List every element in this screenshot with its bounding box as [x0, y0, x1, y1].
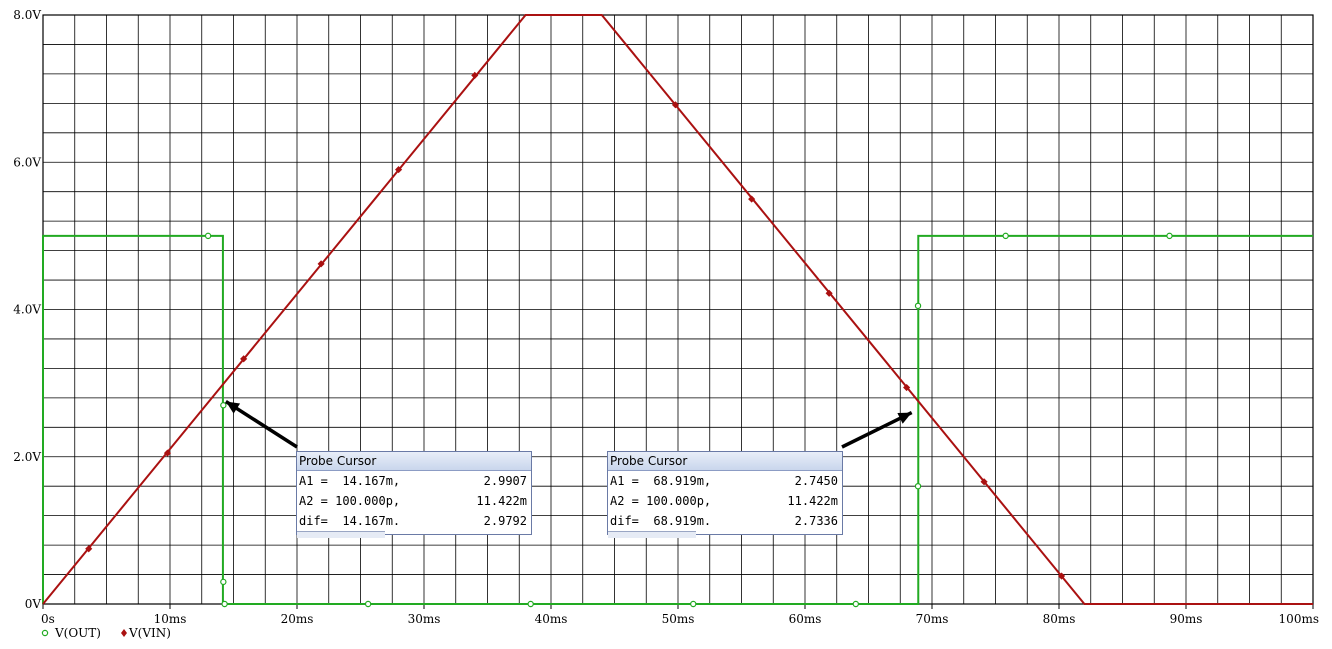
probe-cursor-box-1[interactable]: Probe Cursor A1 = 14.167m, 2.9907 A2 = 1…: [296, 451, 532, 538]
y-tick-label: 0V: [25, 597, 42, 611]
probe-row-label: dif= 68.919m.: [610, 514, 712, 528]
data-point: [1002, 232, 1009, 240]
data-point: [527, 600, 534, 608]
probe-row-label: A2 = 100.000p,: [610, 494, 712, 508]
probe-row-label: A1 = 68.919m,: [610, 474, 712, 488]
data-point: [471, 71, 479, 79]
data-point: [163, 449, 172, 457]
cursor-arrows: [224, 400, 913, 449]
probe-row-value: 2.7336: [794, 514, 838, 528]
data-point: [748, 195, 756, 203]
data-point: [85, 545, 93, 553]
x-tick-label: 20ms: [281, 612, 314, 626]
data-point: [914, 302, 922, 310]
x-tick-label: 10ms: [154, 612, 187, 626]
legend-marker-vin: [121, 629, 127, 637]
data-point: [221, 600, 228, 608]
probe-row-label: dif= 14.167m.: [299, 514, 401, 528]
series-line-V(VIN): [42, 14, 1313, 605]
data-point: [364, 600, 372, 608]
probe-row-value: 2.9907: [483, 474, 527, 488]
probe-row-value: 11.422m: [787, 494, 838, 508]
x-tick-label: 70ms: [916, 612, 949, 626]
data-point: [220, 402, 227, 409]
x-tick-label: 30ms: [408, 612, 441, 626]
probe-row-value: 11.422m: [476, 494, 527, 508]
probe-cursor-title: Probe Cursor: [297, 452, 531, 471]
legend-marker-vout: [41, 629, 49, 637]
y-tick-label: 8.0V: [13, 8, 41, 22]
x-tick-label: 60ms: [789, 612, 822, 626]
cursor-arrow-head: [897, 412, 912, 424]
data-point: [204, 232, 212, 240]
probe-row-a2: A2 = 100.000p, 11.422m: [297, 491, 531, 511]
cursor-arrow-head: [225, 401, 241, 414]
y-tick-label: 2.0V: [13, 450, 41, 464]
y-tick-label: 6.0V: [13, 155, 41, 169]
data-point: [240, 355, 248, 363]
x-tick-label: 100ms: [1279, 612, 1319, 626]
data-point: [852, 600, 860, 608]
data-point: [671, 101, 680, 109]
probe-scrollbar[interactable]: [608, 531, 696, 538]
x-tick-label: 0s: [41, 612, 55, 626]
legend-label-vout: V(OUT): [54, 626, 101, 640]
probe-row-a1: A1 = 14.167m, 2.9907: [297, 471, 531, 491]
data-point: [317, 260, 325, 268]
x-tick-label: 80ms: [1043, 612, 1076, 626]
data-point: [395, 166, 403, 174]
probe-cursor-title: Probe Cursor: [608, 452, 842, 471]
data-point: [1166, 232, 1173, 240]
data-point: [825, 289, 833, 297]
y-tick-label: 4.0V: [13, 303, 41, 317]
x-tick-label: 50ms: [662, 612, 695, 626]
probe-scrollbar[interactable]: [297, 531, 385, 538]
cursor-arrow-line: [224, 400, 298, 449]
series-traces: [42, 14, 1313, 608]
x-tick-label: 90ms: [1170, 612, 1203, 626]
probe-row-dif: dif= 68.919m. 2.7336: [608, 511, 842, 531]
probe-row-label: A1 = 14.167m,: [299, 474, 401, 488]
data-point: [220, 578, 227, 586]
legend: V(OUT) V(VIN): [41, 626, 171, 640]
legend-label-vin: V(VIN): [128, 626, 171, 640]
x-tick-label: 40ms: [535, 612, 568, 626]
data-point: [980, 478, 988, 486]
probe-row-a1: A1 = 68.919m, 2.7450: [608, 471, 842, 491]
data-point: [1057, 572, 1066, 580]
probe-cursor-box-2[interactable]: Probe Cursor A1 = 68.919m, 2.7450 A2 = 1…: [607, 451, 843, 538]
data-point: [903, 383, 911, 392]
probe-row-dif: dif= 14.167m. 2.9792: [297, 511, 531, 531]
probe-row-value: 2.7450: [794, 474, 838, 488]
data-point: [914, 483, 922, 490]
probe-row-value: 2.9792: [483, 514, 527, 528]
probe-row-label: A2 = 100.000p,: [299, 494, 401, 508]
data-point: [690, 600, 697, 608]
probe-row-a2: A2 = 100.000p, 11.422m: [608, 491, 842, 511]
